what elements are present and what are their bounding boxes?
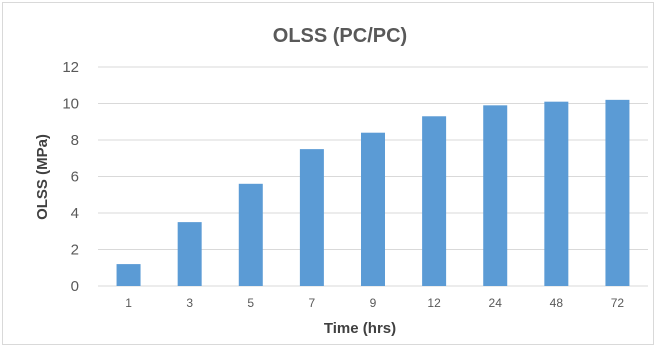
x-tick-label: 7 [309, 296, 316, 310]
x-tick-label: 72 [611, 296, 625, 310]
bar-7 [299, 149, 324, 286]
x-tick-label: 48 [550, 296, 564, 310]
x-tick-label: 12 [427, 296, 441, 310]
x-tick-label: 5 [247, 296, 254, 310]
y-tick-label: 2 [71, 242, 79, 259]
x-tick-label: 24 [489, 296, 503, 310]
bar-72 [605, 99, 630, 286]
x-axis-title: Time (hrs) [324, 320, 396, 337]
y-tick-label: 6 [71, 169, 79, 186]
x-axis-ticks: 1 3 5 7 9 12 24 48 72 [125, 296, 624, 310]
chart-title: OLSS (PC/PC) [273, 25, 407, 47]
x-tick-label: 1 [125, 296, 132, 310]
y-tick-label: 4 [71, 205, 79, 222]
bar-3 [177, 222, 202, 286]
y-tick-label: 0 [71, 278, 79, 295]
x-tick-label: 9 [370, 296, 377, 310]
bar-24 [483, 105, 508, 286]
bars [116, 99, 630, 287]
y-tick-label: 8 [71, 132, 79, 149]
x-tick-label: 3 [186, 296, 193, 310]
bar-1 [116, 264, 141, 286]
bar-12 [422, 116, 447, 287]
bar-48 [544, 101, 569, 286]
y-axis-title: OLSS (MPa) [34, 134, 51, 220]
bar-9 [361, 132, 385, 286]
bar-5 [238, 183, 263, 286]
y-axis-ticks: 0 2 4 6 8 10 12 [62, 59, 79, 295]
y-tick-label: 10 [62, 96, 79, 113]
y-tick-label: 12 [62, 59, 79, 76]
